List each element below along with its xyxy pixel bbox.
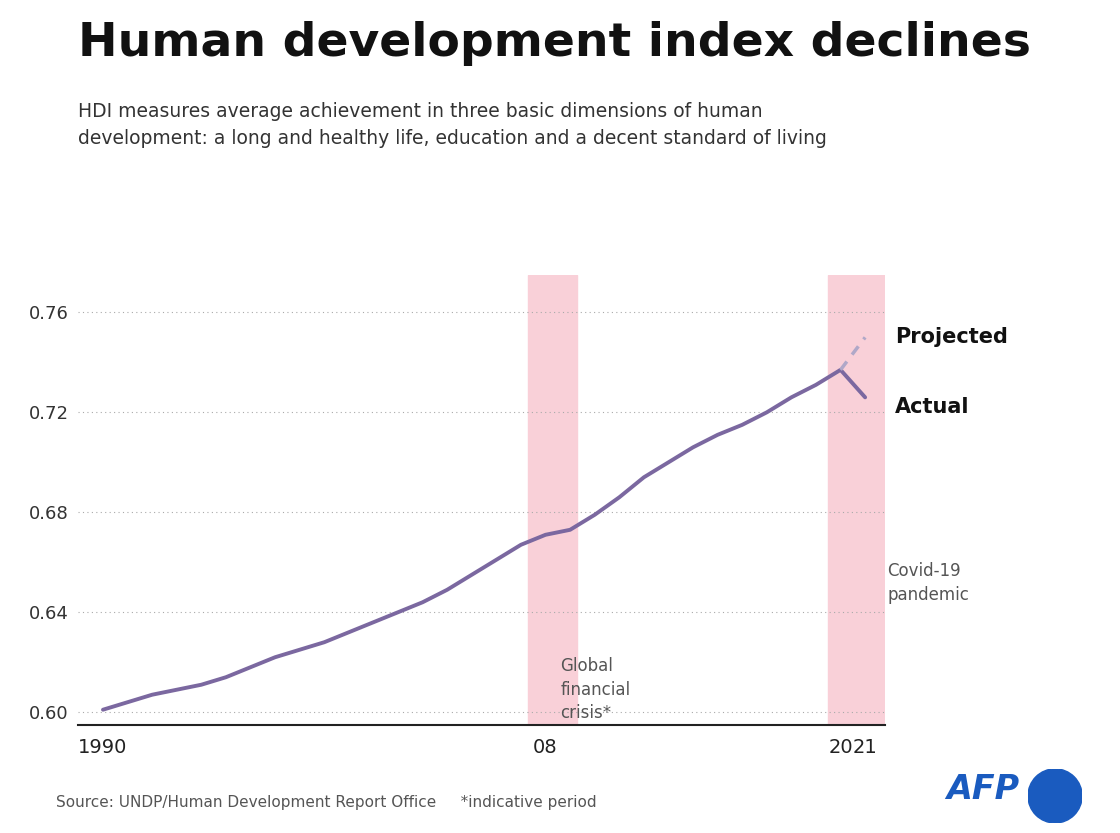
Text: Global
financial
crisis*: Global financial crisis* xyxy=(560,657,631,722)
Text: Actual: Actual xyxy=(895,397,969,417)
Text: Source: UNDP/Human Development Report Office     *indicative period: Source: UNDP/Human Development Report Of… xyxy=(56,795,597,810)
Bar xyxy=(529,275,578,725)
Bar xyxy=(829,275,885,725)
Text: AFP: AFP xyxy=(946,773,1019,806)
Text: Projected: Projected xyxy=(895,327,1008,347)
Circle shape xyxy=(1028,769,1082,823)
Text: Covid-19
pandemic: Covid-19 pandemic xyxy=(887,562,969,604)
Text: HDI measures average achievement in three basic dimensions of human
development:: HDI measures average achievement in thre… xyxy=(78,102,828,148)
Text: Human development index declines: Human development index declines xyxy=(78,21,1032,66)
